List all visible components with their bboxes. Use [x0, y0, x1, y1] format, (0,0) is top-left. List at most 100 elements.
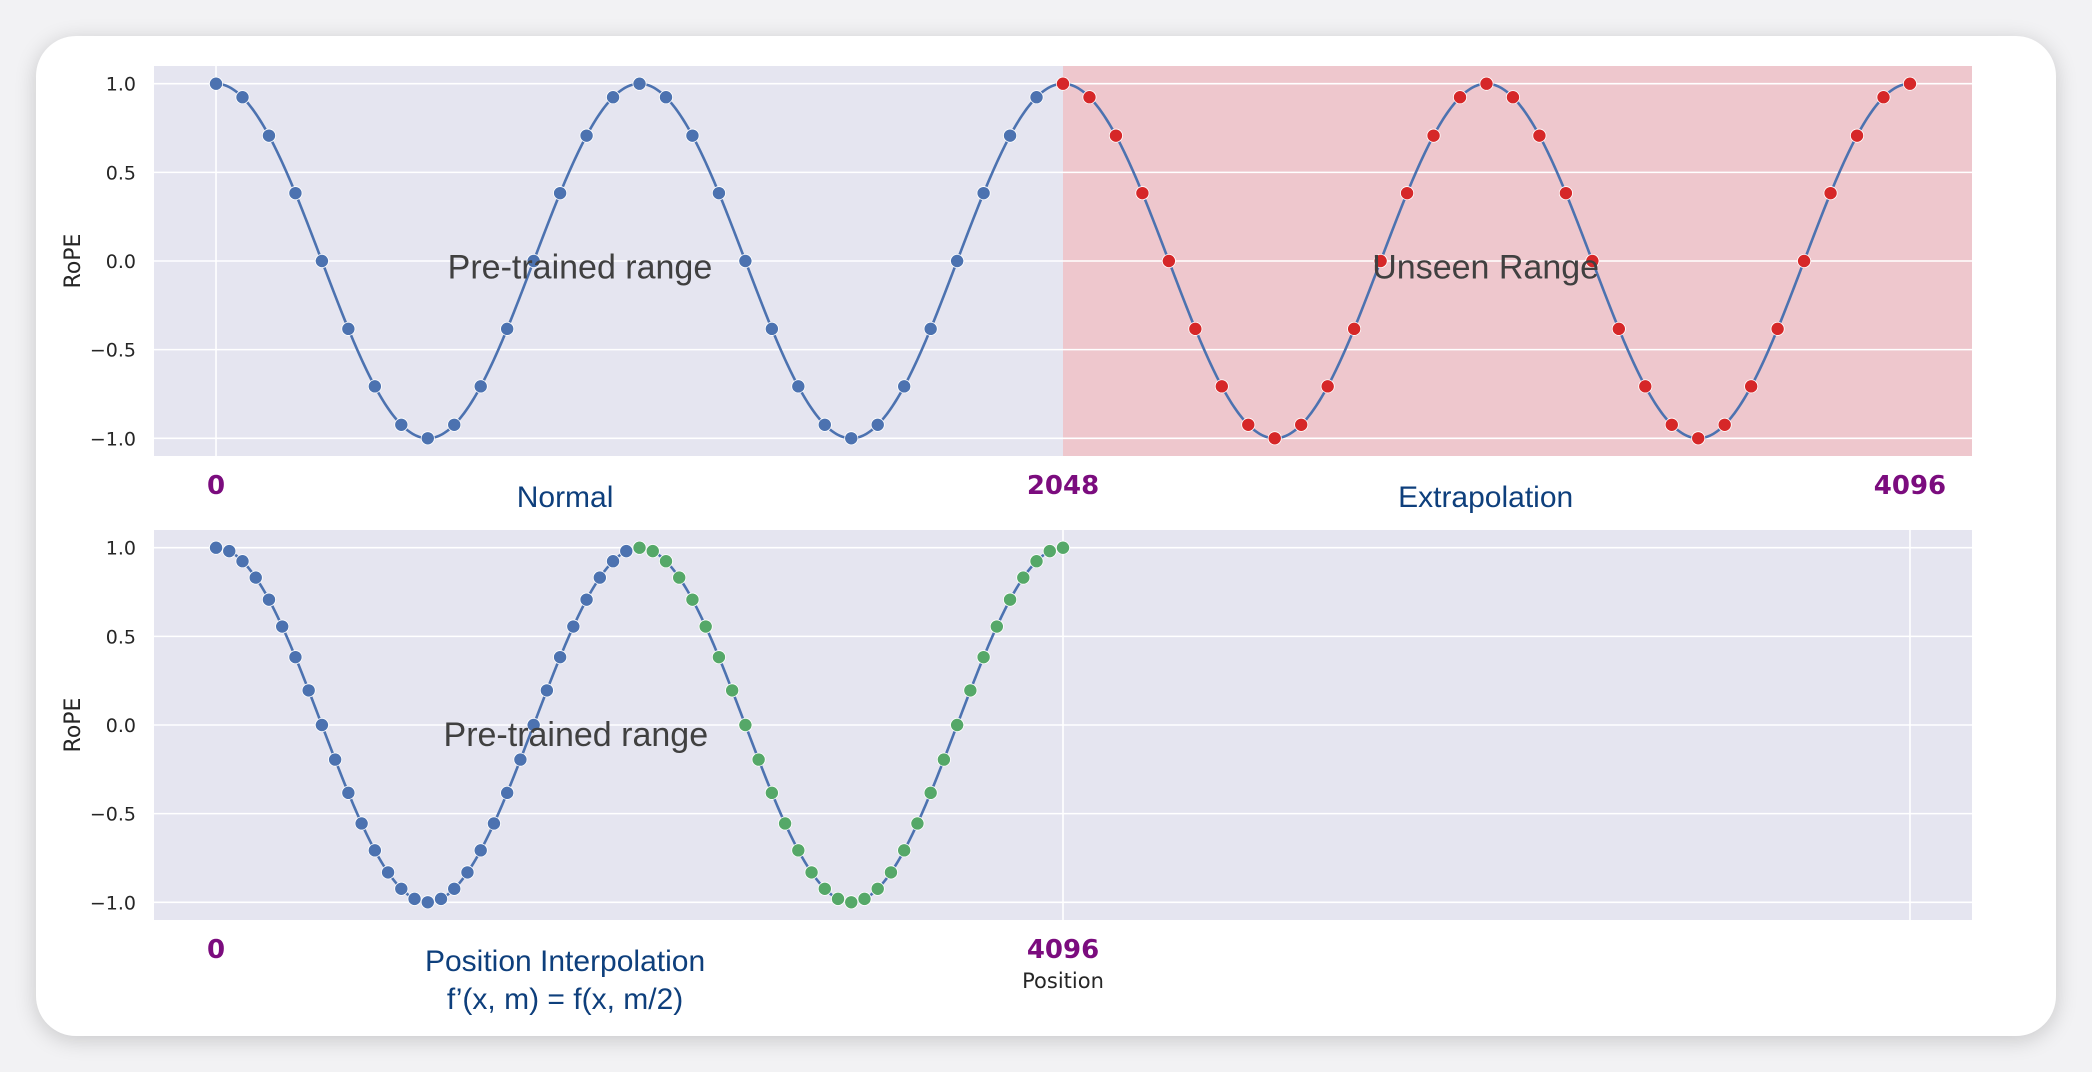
pre-trained-point — [314, 253, 329, 268]
interpolated-point — [672, 570, 687, 585]
pre-trained-point — [288, 186, 303, 201]
interpolated-point — [778, 816, 793, 831]
extrapolated-point — [1426, 128, 1441, 143]
original-point — [235, 554, 250, 569]
pre-trained-point — [579, 128, 594, 143]
interpolated-point — [791, 843, 806, 858]
extrapolated-point — [1453, 90, 1468, 105]
y-tick-label: 1.0 — [106, 538, 136, 560]
original-point — [381, 865, 396, 880]
interpolated-point — [804, 865, 819, 880]
extrapolated-point — [1161, 253, 1176, 268]
original-point — [513, 752, 528, 767]
extrapolated-point — [1876, 90, 1891, 105]
original-point — [328, 752, 343, 767]
range-annotation: Pre-trained range — [448, 248, 713, 286]
pre-trained-point — [473, 379, 488, 394]
y-axis-label: RoPE — [61, 234, 86, 289]
pre-trained-point — [764, 321, 779, 336]
extrapolated-point — [1056, 76, 1071, 91]
extrapolated-point — [1558, 186, 1573, 201]
extrapolated-point — [1347, 321, 1362, 336]
extrapolated-point — [1744, 379, 1759, 394]
y-tick-label: −0.5 — [90, 340, 136, 362]
interpolated-point — [698, 619, 713, 634]
interpolated-point — [658, 554, 673, 569]
extrapolated-point — [1135, 186, 1150, 201]
extrapolated-point — [1850, 128, 1865, 143]
interpolated-point — [685, 592, 700, 607]
pre-trained-point — [341, 321, 356, 336]
pre-trained-point — [209, 76, 224, 91]
extrapolated-point — [1188, 321, 1203, 336]
extrapolated-point — [1320, 379, 1335, 394]
position-marker: 4096 — [1874, 471, 1946, 501]
pre-trained-point — [685, 128, 700, 143]
pre-trained-point — [632, 76, 647, 91]
interpolated-point — [923, 785, 938, 800]
original-point — [420, 895, 435, 910]
original-point — [301, 683, 316, 698]
pre-trained-point — [950, 253, 965, 268]
original-point — [526, 718, 541, 733]
x-axis-label: Position — [1022, 969, 1104, 993]
original-point — [592, 570, 607, 585]
interpolated-point — [963, 683, 978, 698]
original-point — [539, 683, 554, 698]
extrapolated-point — [1082, 90, 1097, 105]
panel-caption: Normal — [517, 481, 614, 514]
original-point — [248, 570, 263, 585]
original-point — [619, 544, 634, 559]
pre-trained-point — [420, 431, 435, 446]
extrapolated-point — [1902, 76, 1917, 91]
pre-trained-point — [658, 90, 673, 105]
position-marker: 0 — [207, 935, 225, 965]
original-point — [473, 843, 488, 858]
interpolated-point — [844, 895, 859, 910]
pre-trained-point — [738, 253, 753, 268]
pre-trained-point — [235, 90, 250, 105]
y-tick-label: −1.0 — [90, 428, 136, 450]
interpolated-point — [764, 785, 779, 800]
interpolated-point — [936, 752, 951, 767]
extrapolated-point — [1479, 76, 1494, 91]
pre-trained-point — [526, 253, 541, 268]
original-point — [606, 554, 621, 569]
interpolated-point — [711, 650, 726, 665]
y-axis-label: RoPE — [61, 698, 86, 753]
pre-trained-point — [606, 90, 621, 105]
extrapolated-point — [1611, 321, 1626, 336]
y-tick-label: −1.0 — [90, 892, 136, 914]
original-point — [553, 650, 568, 665]
panel-caption: Position Interpolation — [425, 945, 705, 978]
y-tick-label: 0.0 — [106, 715, 136, 737]
original-point — [566, 619, 581, 634]
range-annotation: Pre-trained range — [444, 716, 709, 754]
interpolated-point — [989, 619, 1004, 634]
original-point — [354, 816, 369, 831]
interpolated-point — [1016, 570, 1031, 585]
panel-bottom: 1.0 0.5 0.0 −0.5 −1.0 RoPE Pre-trained range 0 4… — [61, 530, 1972, 1016]
interpolated-point — [632, 540, 647, 555]
y-tick-label: 1.0 — [106, 74, 136, 96]
extrapolated-point — [1214, 379, 1229, 394]
original-point — [275, 619, 290, 634]
pre-trained-point — [1003, 128, 1018, 143]
pre-trained-point — [923, 321, 938, 336]
extrapolated-point — [1373, 253, 1388, 268]
original-point — [394, 881, 409, 896]
original-point — [447, 881, 462, 896]
extrapolated-point — [1400, 186, 1415, 201]
panel-caption: Extrapolation — [1398, 481, 1573, 514]
pre-trained-point — [817, 417, 832, 432]
original-point — [367, 843, 382, 858]
y-tick-label: 0.5 — [106, 626, 136, 648]
interpolated-point — [645, 544, 660, 559]
pre-trained-point — [870, 417, 885, 432]
interpolated-point — [883, 865, 898, 880]
extrapolated-point — [1664, 417, 1679, 432]
interpolated-point — [751, 752, 766, 767]
pre-trained-point — [976, 186, 991, 201]
interpolated-point — [1056, 540, 1071, 555]
original-point — [288, 650, 303, 665]
